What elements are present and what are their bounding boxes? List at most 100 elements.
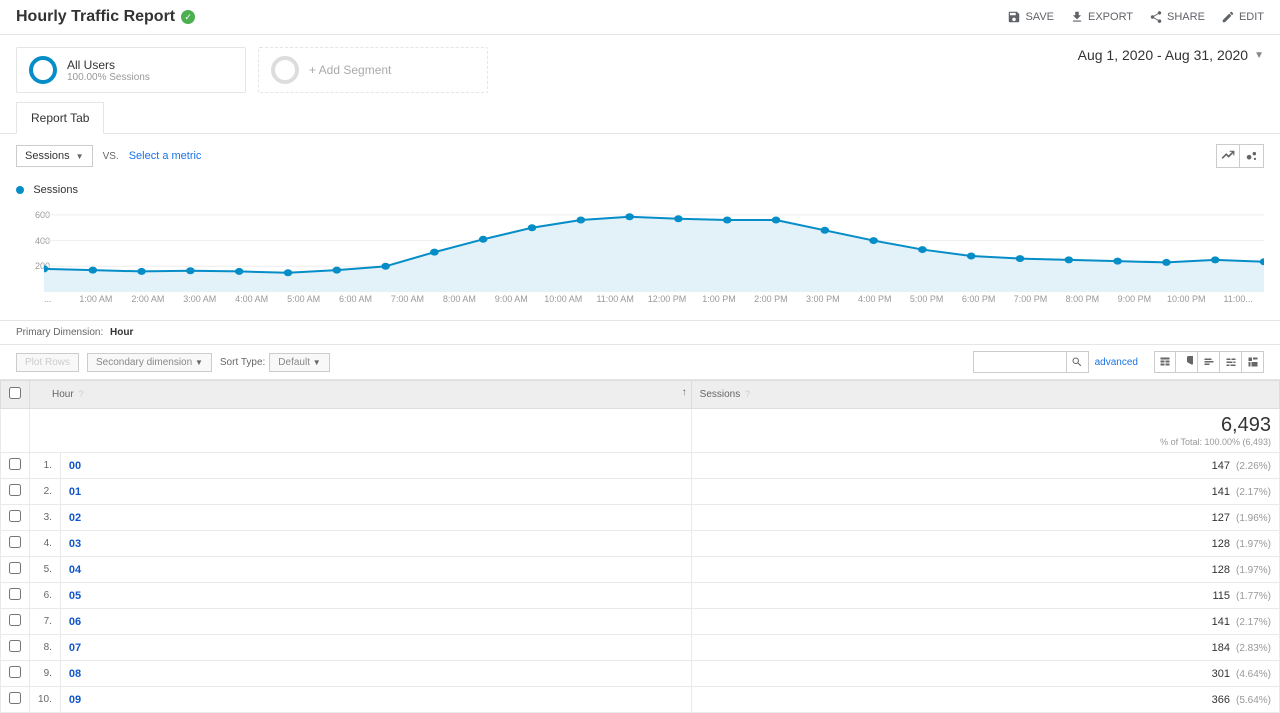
search-button[interactable]	[1067, 351, 1089, 373]
row-hour[interactable]: 05	[60, 583, 691, 609]
segment-all-users[interactable]: All Users 100.00% Sessions	[16, 47, 246, 93]
row-checkbox[interactable]	[9, 484, 21, 496]
row-hour[interactable]: 08	[60, 661, 691, 687]
search-icon	[1071, 356, 1083, 368]
row-pct: (2.17%)	[1236, 487, 1271, 498]
row-checkbox[interactable]	[9, 588, 21, 600]
row-pct: (1.97%)	[1236, 539, 1271, 550]
row-hour[interactable]: 00	[60, 453, 691, 479]
row-hour[interactable]: 07	[60, 635, 691, 661]
sort-type-value: Default	[278, 357, 310, 368]
row-index: 7.	[30, 609, 61, 635]
x-tick-label: 7:00 AM	[381, 294, 433, 312]
table-row: 1.00147(2.26%)	[1, 453, 1280, 479]
plot-rows-button[interactable]: Plot Rows	[16, 353, 79, 372]
column-hour-label: Hour	[52, 389, 74, 400]
row-index: 1.	[30, 453, 61, 479]
search-input[interactable]	[973, 351, 1067, 373]
select-metric-link[interactable]: Select a metric	[129, 150, 202, 162]
segment-title: All Users	[67, 58, 150, 72]
row-hour[interactable]: 03	[60, 531, 691, 557]
table-icon	[1159, 356, 1171, 368]
chart-plot	[44, 202, 1264, 292]
row-hour[interactable]: 01	[60, 479, 691, 505]
row-hour[interactable]: 04	[60, 557, 691, 583]
legend-dot-icon	[16, 186, 24, 194]
add-segment-button[interactable]: + Add Segment	[258, 47, 488, 93]
row-checkbox[interactable]	[9, 692, 21, 704]
chevron-down-icon: ▼	[313, 358, 321, 367]
chart-wrap: 600400200 ...1:00 AM2:00 AM3:00 AM4:00 A…	[16, 202, 1264, 312]
search-box: advanced	[973, 351, 1138, 373]
line-chart-icon	[1221, 149, 1235, 163]
x-tick-label: 2:00 AM	[122, 294, 174, 312]
table-row: 7.06141(2.17%)	[1, 609, 1280, 635]
date-range-picker[interactable]: Aug 1, 2020 - Aug 31, 2020 ▼	[1078, 47, 1264, 63]
x-tick-label: 4:00 PM	[849, 294, 901, 312]
row-checkbox[interactable]	[9, 614, 21, 626]
table-head: Hour ? ↑ Sessions ?	[1, 381, 1280, 409]
view-bar-button[interactable]	[1198, 351, 1220, 373]
table-controls: Plot Rows Secondary dimension ▼ Sort Typ…	[0, 345, 1280, 380]
secondary-dimension-select[interactable]: Secondary dimension ▼	[87, 353, 212, 372]
tab-report[interactable]: Report Tab	[16, 102, 104, 134]
row-hour[interactable]: 06	[60, 609, 691, 635]
primary-metric-select[interactable]: Sessions ▼	[16, 145, 93, 167]
row-checkbox[interactable]	[9, 510, 21, 522]
row-value: 115(1.77%)	[691, 583, 1279, 609]
edit-icon	[1221, 10, 1235, 24]
summary-subtitle: % of Total: 100.00% (6,493)	[700, 437, 1271, 447]
segment-row: All Users 100.00% Sessions + Add Segment…	[0, 35, 1280, 101]
x-tick-label: 4:00 AM	[226, 294, 278, 312]
save-button[interactable]: SAVE	[1007, 10, 1054, 24]
chart-type-toggle[interactable]	[1216, 144, 1240, 168]
export-button[interactable]: EXPORT	[1070, 10, 1133, 24]
pivot-icon	[1247, 356, 1259, 368]
row-value: 147(2.26%)	[691, 453, 1279, 479]
row-checkbox[interactable]	[9, 458, 21, 470]
legend-label: Sessions	[33, 184, 78, 196]
row-hour[interactable]: 02	[60, 505, 691, 531]
view-pivot-button[interactable]	[1242, 351, 1264, 373]
sort-type: Sort Type: Default ▼	[220, 353, 330, 372]
row-index: 6.	[30, 583, 61, 609]
sort-type-select[interactable]: Default ▼	[269, 353, 329, 372]
row-hour[interactable]: 09	[60, 687, 691, 713]
x-tick-label: 11:00...	[1212, 294, 1264, 312]
chart-legend: Sessions	[16, 182, 1264, 196]
chevron-down-icon: ▼	[76, 152, 84, 161]
table-row: 9.08301(4.64%)	[1, 661, 1280, 687]
share-button[interactable]: SHARE	[1149, 10, 1205, 24]
chevron-down-icon: ▼	[1254, 50, 1264, 61]
view-table-button[interactable]	[1154, 351, 1176, 373]
row-pct: (1.96%)	[1236, 513, 1271, 524]
view-toggles	[1154, 351, 1264, 373]
view-comparison-button[interactable]	[1220, 351, 1242, 373]
x-tick-label: 10:00 PM	[1160, 294, 1212, 312]
advanced-link[interactable]: advanced	[1095, 357, 1138, 368]
chart-motion-toggle[interactable]	[1240, 144, 1264, 168]
row-checkbox[interactable]	[9, 536, 21, 548]
column-sessions[interactable]: ↑ Sessions ?	[691, 381, 1279, 409]
dimension-label: Primary Dimension:	[16, 327, 103, 338]
view-pie-button[interactable]	[1176, 351, 1198, 373]
secondary-dimension-label: Secondary dimension	[96, 357, 192, 368]
row-checkbox[interactable]	[9, 562, 21, 574]
column-sessions-label: Sessions	[700, 389, 741, 400]
row-checkbox[interactable]	[9, 640, 21, 652]
select-all-checkbox[interactable]	[9, 387, 21, 399]
row-pct: (1.97%)	[1236, 565, 1271, 576]
row-pct: (1.77%)	[1236, 591, 1271, 602]
row-checkbox[interactable]	[9, 666, 21, 678]
row-pct: (4.64%)	[1236, 669, 1271, 680]
x-tick-label: 7:00 PM	[1005, 294, 1057, 312]
edit-button[interactable]: EDIT	[1221, 10, 1264, 24]
column-hour[interactable]: Hour ?	[30, 381, 692, 409]
x-tick-label: 10:00 AM	[537, 294, 589, 312]
x-tick-label: 5:00 PM	[901, 294, 953, 312]
row-value: 301(4.64%)	[691, 661, 1279, 687]
date-range-label: Aug 1, 2020 - Aug 31, 2020	[1078, 47, 1248, 63]
row-index: 2.	[30, 479, 61, 505]
chart-toggles	[1216, 144, 1264, 168]
comparison-icon	[1225, 356, 1237, 368]
